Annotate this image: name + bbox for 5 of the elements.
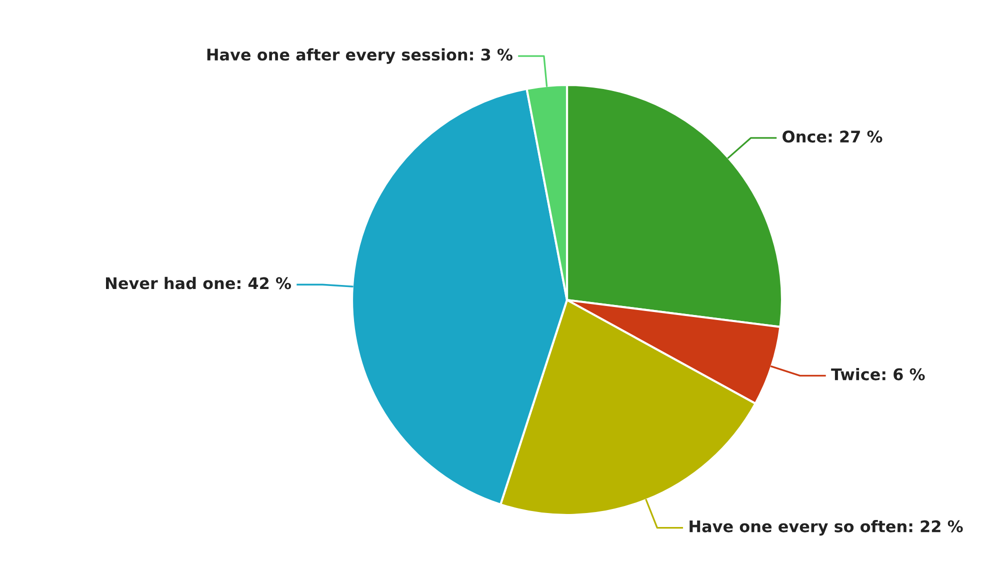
slice-label: Have one every so often: 22 %: [690, 520, 963, 536]
slice-label: Once: 27 %: [782, 130, 882, 143]
slice-label: Twice: 6 %: [831, 368, 925, 380]
slice-label: Have one after every session: 3 %: [207, 48, 512, 64]
slice-label: Never had one: 42 %: [106, 276, 291, 290]
